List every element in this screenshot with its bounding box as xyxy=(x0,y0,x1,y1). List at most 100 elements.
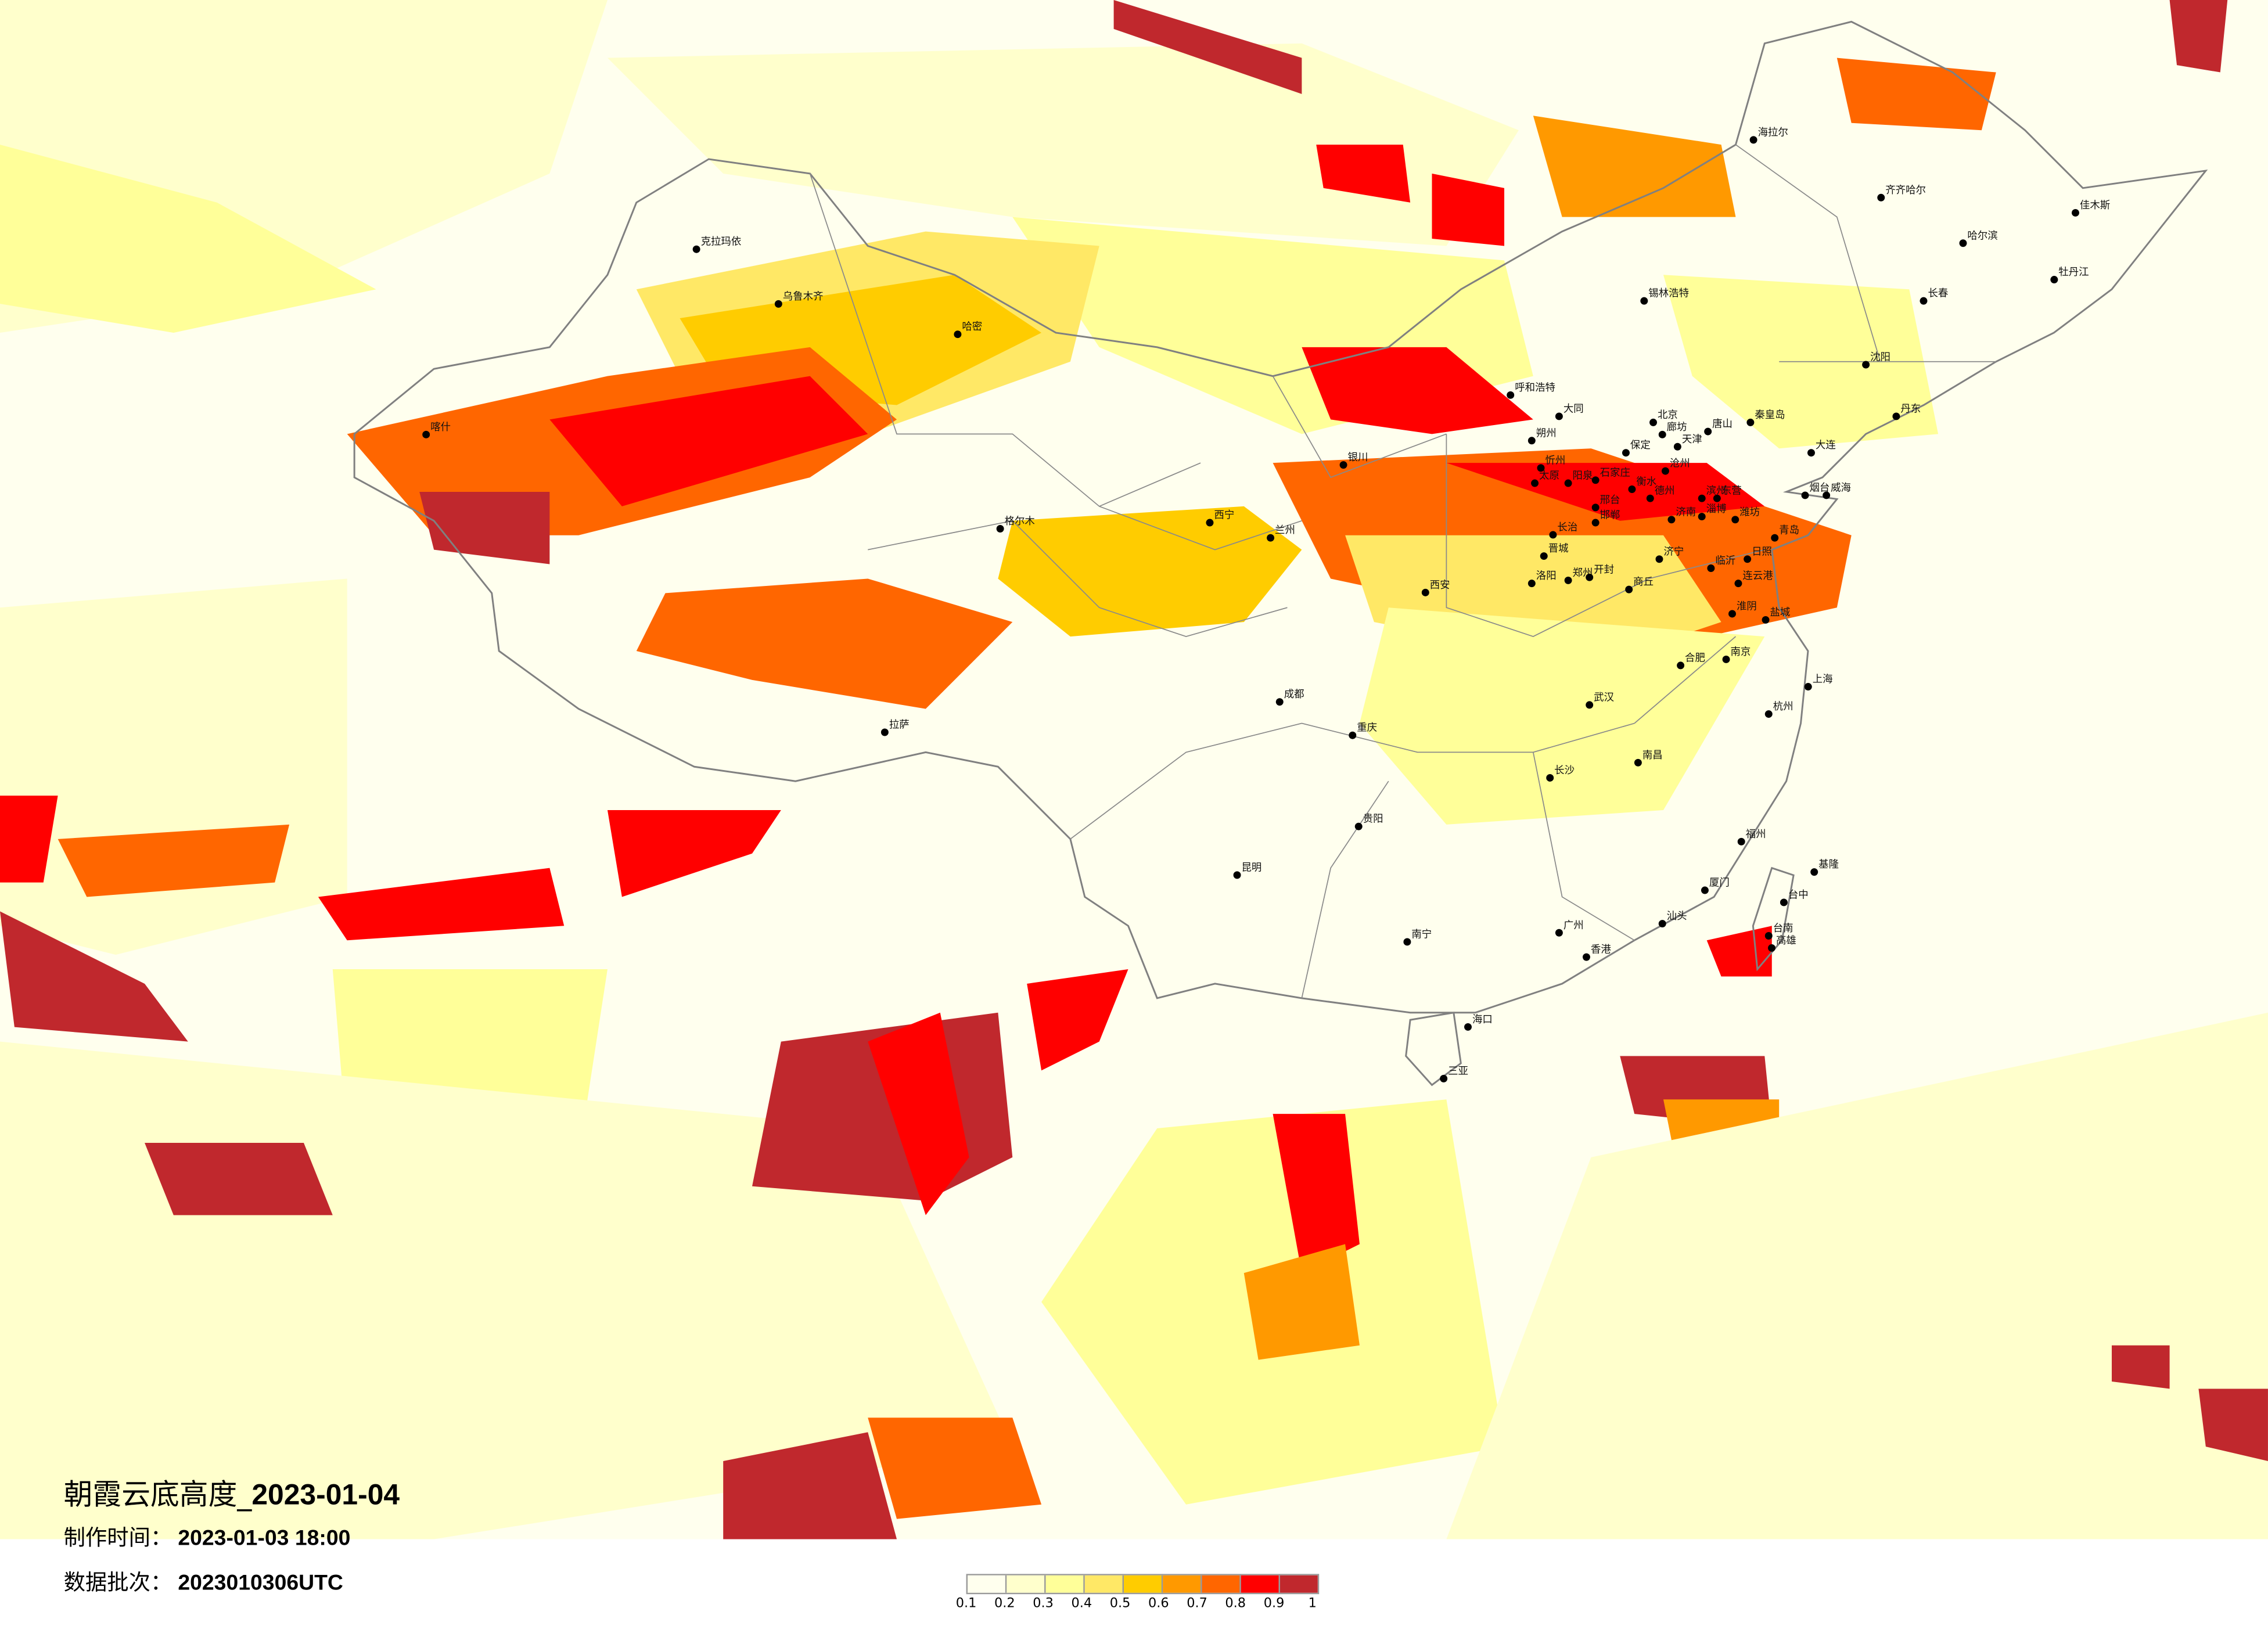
city-marker: 长治 xyxy=(1549,521,1577,539)
city-label: 临沂 xyxy=(1715,555,1735,567)
value-region xyxy=(318,868,565,941)
city-marker: 乌鲁木齐 xyxy=(774,291,823,308)
city-marker: 合肥 xyxy=(1677,652,1705,670)
city-label: 海口 xyxy=(1472,1014,1493,1026)
value-region xyxy=(1316,145,1411,203)
legend-tick-label: 0.9 xyxy=(1263,1597,1285,1612)
city-marker: 南京 xyxy=(1722,646,1751,663)
city-marker: 呼和浩特 xyxy=(1507,382,1555,399)
city-label: 佳木斯 xyxy=(2080,200,2110,211)
city-dot xyxy=(1622,449,1630,457)
city-dot xyxy=(1586,701,1594,709)
city-marker: 北京 xyxy=(1649,409,1678,426)
city-dot xyxy=(1807,449,1815,457)
value-region xyxy=(607,810,781,897)
city-dot xyxy=(1582,953,1590,961)
city-label: 唐山 xyxy=(1712,418,1733,430)
legend-swatch xyxy=(1241,1575,1281,1593)
city-dot xyxy=(1555,412,1563,420)
city-label: 大同 xyxy=(1563,403,1584,415)
city-marker: 连云港 xyxy=(1734,570,1773,588)
city-dot xyxy=(1646,494,1654,502)
city-marker: 海口 xyxy=(1464,1014,1493,1031)
city-marker: 喀什 xyxy=(422,422,451,438)
city-label: 忻州 xyxy=(1545,455,1565,466)
city-dot xyxy=(1649,418,1658,426)
city-dot xyxy=(1707,564,1715,572)
city-marker: 贵阳 xyxy=(1354,814,1383,830)
city-label: 厦门 xyxy=(1709,877,1730,889)
value-region xyxy=(1446,463,1765,521)
city-dot xyxy=(422,430,430,438)
value-region xyxy=(57,824,290,897)
city-marker: 香港 xyxy=(1582,944,1611,961)
city-label: 淄博 xyxy=(1706,503,1727,515)
legend-tick-label: 0.7 xyxy=(1187,1597,1207,1612)
legend-tick-label: 0.2 xyxy=(994,1597,1015,1612)
city-dot xyxy=(1403,938,1411,946)
value-region xyxy=(1446,1012,2268,1539)
value-region xyxy=(2111,1345,2170,1389)
production-time-label: 制作时间： xyxy=(63,1524,172,1551)
city-dot xyxy=(1698,494,1706,502)
city-label: 丹东 xyxy=(1900,403,1921,415)
city-dot xyxy=(1206,519,1214,527)
city-marker: 锡林浩特 xyxy=(1640,288,1689,305)
city-dot xyxy=(1764,710,1773,718)
city-dot xyxy=(1640,297,1648,305)
city-marker: 东营 xyxy=(1713,485,1742,502)
city-marker: 格尔木 xyxy=(996,516,1035,533)
city-dot xyxy=(1713,494,1721,502)
city-marker: 盐城 xyxy=(1762,607,1790,624)
city-label: 杭州 xyxy=(1773,701,1793,713)
city-dot xyxy=(1749,136,1757,144)
city-label: 南宁 xyxy=(1411,929,1432,940)
city-marker: 哈尔滨 xyxy=(1959,230,1998,247)
city-label: 滨州 xyxy=(1706,485,1727,497)
city-label: 合肥 xyxy=(1685,652,1705,664)
city-label: 台南 xyxy=(1773,923,1793,934)
city-dot xyxy=(1801,491,1809,499)
value-region xyxy=(0,578,347,955)
city-dot xyxy=(1780,898,1788,906)
city-dot xyxy=(1698,513,1706,521)
city-label: 太原 xyxy=(1539,470,1559,482)
city-label: 重庆 xyxy=(1357,722,1377,734)
city-marker: 开封 xyxy=(1586,564,1614,581)
city-marker: 商丘 xyxy=(1625,577,1654,593)
city-marker: 沈阳 xyxy=(1862,352,1890,369)
city-dot xyxy=(2050,276,2058,284)
city-dot xyxy=(1591,503,1600,512)
legend-tick-label: 0.8 xyxy=(1225,1597,1246,1612)
city-label: 格尔木 xyxy=(1005,516,1035,527)
city-dot xyxy=(1440,1074,1448,1082)
city-dot xyxy=(1531,479,1539,487)
city-marker: 济宁 xyxy=(1655,546,1684,563)
legend-swatch xyxy=(1045,1575,1085,1593)
city-marker: 广州 xyxy=(1555,920,1584,937)
city-marker: 洛阳 xyxy=(1527,570,1557,588)
city-dot xyxy=(1527,437,1536,445)
city-dot xyxy=(692,245,700,253)
legend-tick-label: 0.6 xyxy=(1148,1597,1169,1612)
city-dot xyxy=(1744,555,1752,563)
city-label: 拉萨 xyxy=(889,720,910,731)
city-label: 海拉尔 xyxy=(1758,127,1788,138)
city-marker: 石家庄 xyxy=(1591,467,1630,484)
legend-tick-label: 1 xyxy=(1308,1597,1317,1612)
data-batch: 数据批次： 2023010306UTC xyxy=(64,1567,343,1597)
value-region xyxy=(636,578,1013,709)
legend-swatch xyxy=(1202,1575,1241,1593)
city-label: 商丘 xyxy=(1633,577,1654,588)
city-marker: 阳泉 xyxy=(1564,470,1593,487)
city-label: 哈尔滨 xyxy=(1967,230,1997,242)
city-dot xyxy=(1349,731,1357,739)
value-region xyxy=(0,796,58,883)
city-marker: 佳木斯 xyxy=(2072,200,2110,217)
value-region xyxy=(998,506,1302,637)
city-label: 潍坊 xyxy=(1739,506,1760,518)
city-marker: 成都 xyxy=(1275,689,1304,706)
city-label: 连云港 xyxy=(1742,570,1773,582)
city-dot xyxy=(1658,920,1666,928)
